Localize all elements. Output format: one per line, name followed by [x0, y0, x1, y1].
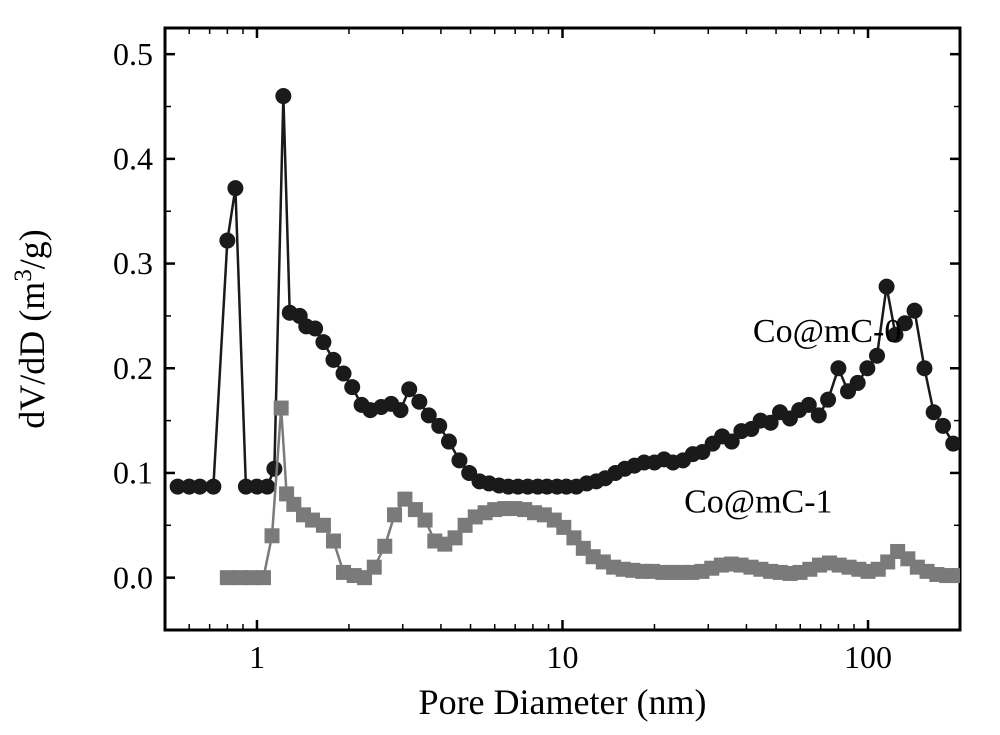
chart-svg: 1 10 100 Pore Diameter (nm) 0.0 0.1 0.2 0.3 0.4 0… — [0, 0, 1000, 735]
svg-text:0.4: 0.4 — [113, 141, 153, 177]
data-point — [388, 508, 402, 522]
data-point — [308, 321, 323, 336]
data-point — [879, 279, 894, 294]
data-point — [228, 181, 243, 196]
data-point — [276, 89, 291, 104]
y-axis-label: dV/dD (m3/g) — [10, 229, 53, 429]
data-point — [265, 529, 279, 543]
svg-text:0.0: 0.0 — [113, 559, 153, 595]
data-point — [452, 453, 467, 468]
data-point — [917, 361, 932, 376]
data-point — [412, 394, 427, 409]
x-axis-label: Pore Diameter (nm) — [419, 682, 707, 722]
svg-text:10: 10 — [547, 639, 579, 675]
data-point — [192, 479, 207, 494]
svg-text:0.1: 0.1 — [113, 455, 153, 491]
svg-text:1: 1 — [249, 639, 265, 675]
data-point — [402, 382, 417, 397]
data-point — [393, 403, 408, 418]
pore-size-distribution-chart: 1 10 100 Pore Diameter (nm) 0.0 0.1 0.2 0.3 0.4 0… — [0, 0, 1000, 735]
series-label-Co@mC-0: Co@mC-0 — [753, 313, 901, 350]
data-point — [821, 392, 836, 407]
data-point — [220, 233, 235, 248]
data-point — [811, 408, 826, 423]
data-point — [316, 335, 331, 350]
svg-text:0.2: 0.2 — [113, 350, 153, 386]
data-point — [946, 436, 961, 451]
series-label-Co@mC-1: Co@mC-1 — [684, 484, 832, 521]
data-point — [831, 361, 846, 376]
data-point — [441, 434, 456, 449]
data-point — [316, 518, 330, 532]
data-point — [926, 405, 941, 420]
svg-text:0.5: 0.5 — [113, 36, 153, 72]
data-point — [936, 418, 951, 433]
data-point — [907, 303, 922, 318]
data-point — [274, 401, 288, 415]
svg-text:100: 100 — [844, 639, 892, 675]
data-point — [256, 571, 270, 585]
data-point — [448, 531, 462, 545]
data-point — [850, 375, 865, 390]
data-point — [345, 380, 360, 395]
data-point — [378, 539, 392, 553]
data-point — [326, 534, 340, 548]
svg-text:0.3: 0.3 — [113, 245, 153, 281]
data-point — [870, 348, 885, 363]
data-point — [418, 513, 432, 527]
data-point — [432, 418, 447, 433]
data-point — [326, 352, 341, 367]
data-point — [267, 461, 282, 476]
data-point — [860, 361, 875, 376]
data-point — [336, 366, 351, 381]
data-point — [367, 560, 381, 574]
data-point — [206, 479, 221, 494]
data-point — [260, 479, 275, 494]
data-point — [220, 571, 234, 585]
